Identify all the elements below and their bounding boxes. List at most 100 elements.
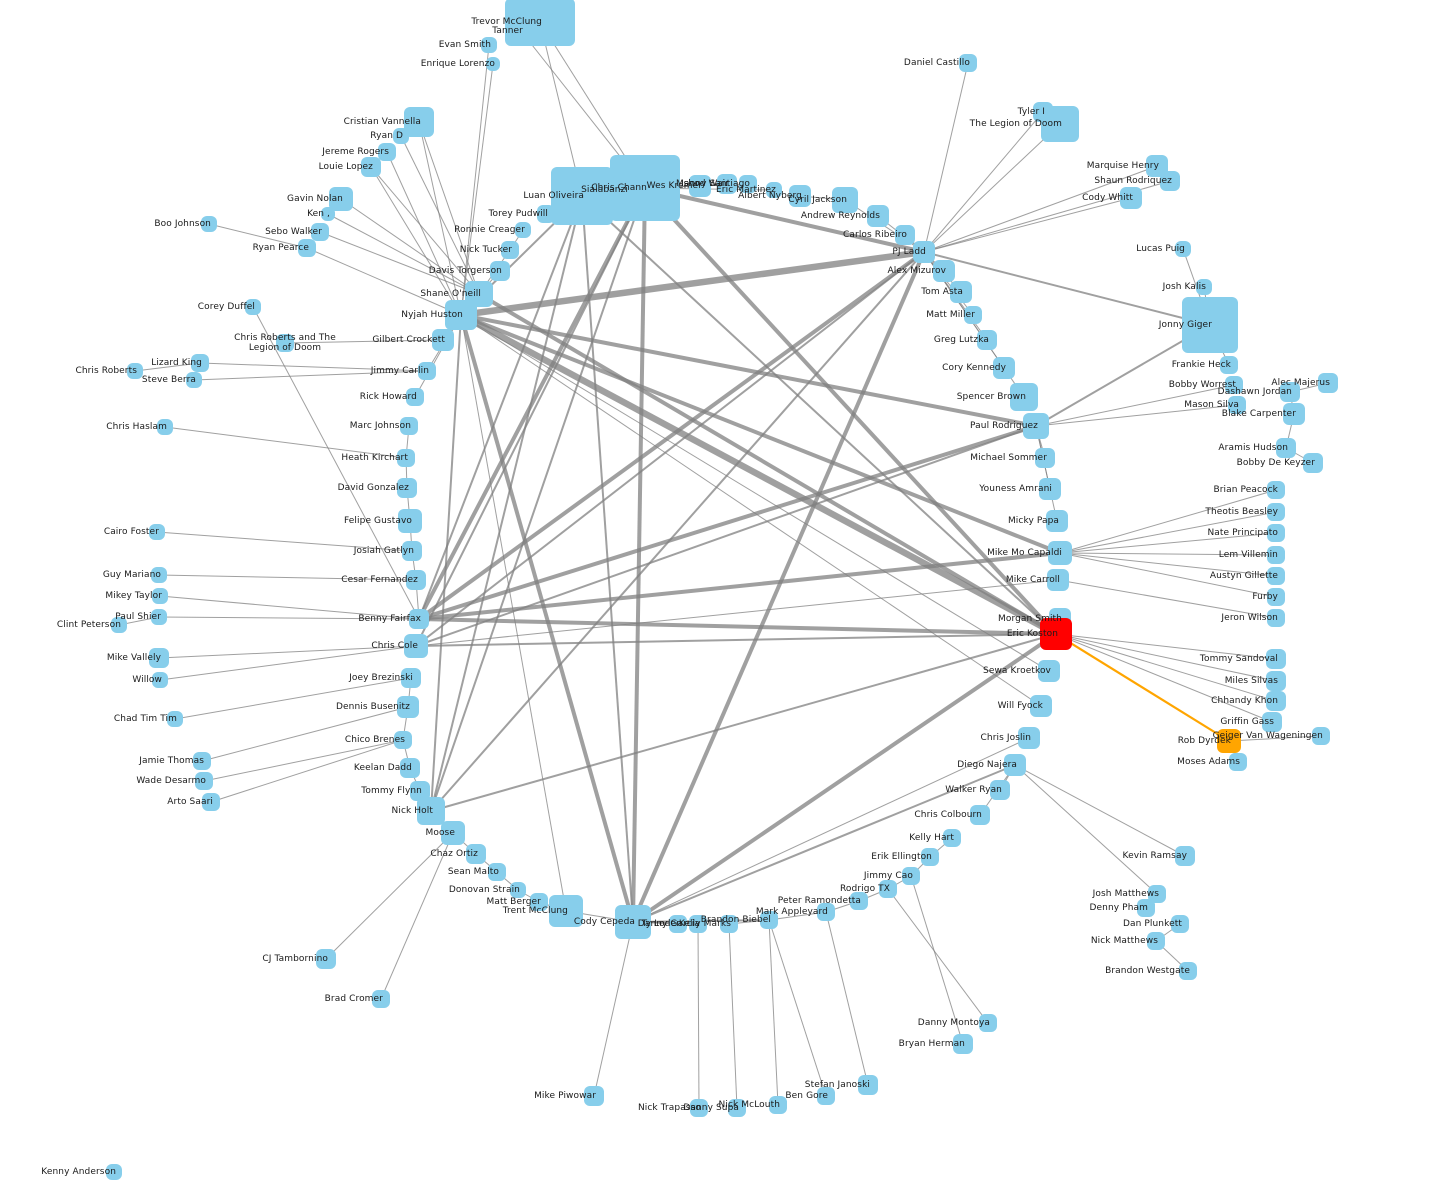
- graph-node[interactable]: [611, 176, 641, 204]
- graph-node[interactable]: [167, 711, 183, 727]
- graph-node[interactable]: [397, 478, 417, 498]
- graph-node[interactable]: [490, 261, 510, 281]
- graph-node[interactable]: [720, 915, 738, 933]
- graph-node[interactable]: [953, 1034, 973, 1054]
- graph-node[interactable]: [191, 354, 209, 372]
- graph-node[interactable]: [769, 1096, 787, 1114]
- graph-node[interactable]: [879, 880, 897, 898]
- graph-node[interactable]: [202, 793, 220, 811]
- graph-node[interactable]: [514, 24, 528, 38]
- graph-node[interactable]: [717, 174, 737, 194]
- graph-node[interactable]: [1048, 541, 1072, 565]
- graph-node[interactable]: [397, 696, 419, 718]
- graph-node[interactable]: [1120, 187, 1142, 209]
- graph-node[interactable]: [902, 867, 920, 885]
- graph-node[interactable]: [1171, 915, 1189, 933]
- graph-node[interactable]: [106, 1164, 122, 1180]
- graph-node[interactable]: [537, 205, 555, 223]
- graph-node[interactable]: [1267, 546, 1285, 564]
- graph-node[interactable]: [298, 239, 316, 257]
- graph-node[interactable]: [1137, 899, 1155, 917]
- graph-node[interactable]: [760, 911, 778, 929]
- graph-node[interactable]: [895, 225, 915, 245]
- graph-node[interactable]: [397, 449, 415, 467]
- graph-node[interactable]: [913, 241, 935, 263]
- graph-node[interactable]: [398, 509, 422, 533]
- graph-node[interactable]: [149, 648, 169, 668]
- graph-node[interactable]: [549, 895, 583, 927]
- graph-node[interactable]: [406, 570, 426, 590]
- graph-node[interactable]: [1010, 383, 1038, 411]
- graph-node[interactable]: [1160, 171, 1180, 191]
- graph-node[interactable]: [1039, 478, 1061, 500]
- graph-node[interactable]: [417, 797, 445, 825]
- graph-node[interactable]: [766, 182, 782, 198]
- graph-node[interactable]: [401, 668, 421, 688]
- graph-node[interactable]: [1030, 695, 1052, 717]
- graph-node[interactable]: [501, 241, 519, 259]
- graph-node[interactable]: [1280, 382, 1300, 402]
- graph-node[interactable]: [1023, 413, 1049, 439]
- graph-node[interactable]: [1035, 448, 1055, 468]
- graph-node[interactable]: [1175, 846, 1195, 866]
- graph-node[interactable]: [817, 1087, 835, 1105]
- graph-node[interactable]: [977, 330, 997, 350]
- graph-node[interactable]: [530, 893, 548, 911]
- graph-node[interactable]: [964, 306, 982, 324]
- graph-node[interactable]: [943, 829, 961, 847]
- graph-node[interactable]: [151, 609, 167, 625]
- graph-node[interactable]: [1266, 691, 1286, 711]
- graph-node[interactable]: [1046, 510, 1068, 532]
- graph-node[interactable]: [1217, 729, 1241, 753]
- graph-node[interactable]: [1175, 241, 1191, 257]
- graph-node[interactable]: [127, 363, 143, 379]
- graph-node[interactable]: [400, 758, 420, 778]
- graph-node[interactable]: [321, 207, 335, 221]
- graph-node[interactable]: [1018, 727, 1040, 749]
- graph-node[interactable]: [394, 731, 412, 749]
- graph-node[interactable]: [970, 805, 990, 825]
- graph-node[interactable]: [152, 672, 168, 688]
- graph-node[interactable]: [152, 588, 168, 604]
- graph-node[interactable]: [510, 882, 526, 898]
- graph-node[interactable]: [406, 388, 424, 406]
- graph-node[interactable]: [1283, 403, 1305, 425]
- graph-node[interactable]: [950, 281, 972, 303]
- graph-node[interactable]: [1267, 503, 1285, 521]
- graph-node[interactable]: [1004, 754, 1026, 776]
- graph-node[interactable]: [689, 175, 711, 197]
- graph-node[interactable]: [1267, 567, 1285, 585]
- graph-node[interactable]: [1225, 376, 1243, 394]
- graph-node[interactable]: [1229, 753, 1247, 771]
- graph-node[interactable]: [409, 609, 429, 629]
- graph-node[interactable]: [404, 107, 434, 137]
- graph-node[interactable]: [1303, 453, 1323, 473]
- graph-node[interactable]: [195, 772, 213, 790]
- graph-node[interactable]: [1038, 660, 1060, 682]
- graph-node[interactable]: [959, 54, 977, 72]
- graph-node[interactable]: [372, 990, 390, 1008]
- graph-node[interactable]: [515, 222, 531, 238]
- graph-node[interactable]: [157, 419, 173, 435]
- graph-node[interactable]: [789, 185, 811, 207]
- graph-node[interactable]: [1148, 885, 1166, 903]
- graph-node[interactable]: [151, 567, 167, 583]
- graph-node[interactable]: [689, 915, 707, 933]
- graph-node[interactable]: [690, 1099, 708, 1117]
- graph-node[interactable]: [933, 260, 955, 282]
- graph-node[interactable]: [1047, 569, 1069, 591]
- graph-node[interactable]: [193, 752, 211, 770]
- graph-node[interactable]: [1266, 671, 1286, 691]
- graph-node[interactable]: [1276, 438, 1296, 458]
- graph-node[interactable]: [1220, 356, 1238, 374]
- graph-node[interactable]: [990, 780, 1010, 800]
- graph-node[interactable]: [378, 143, 396, 161]
- graph-node[interactable]: [149, 524, 165, 540]
- graph-node[interactable]: [1040, 618, 1072, 650]
- graph-node[interactable]: [1179, 962, 1197, 980]
- graph-node[interactable]: [669, 915, 687, 933]
- graph-node[interactable]: [1266, 649, 1286, 669]
- graph-node[interactable]: [481, 37, 497, 53]
- graph-node[interactable]: [1312, 727, 1330, 745]
